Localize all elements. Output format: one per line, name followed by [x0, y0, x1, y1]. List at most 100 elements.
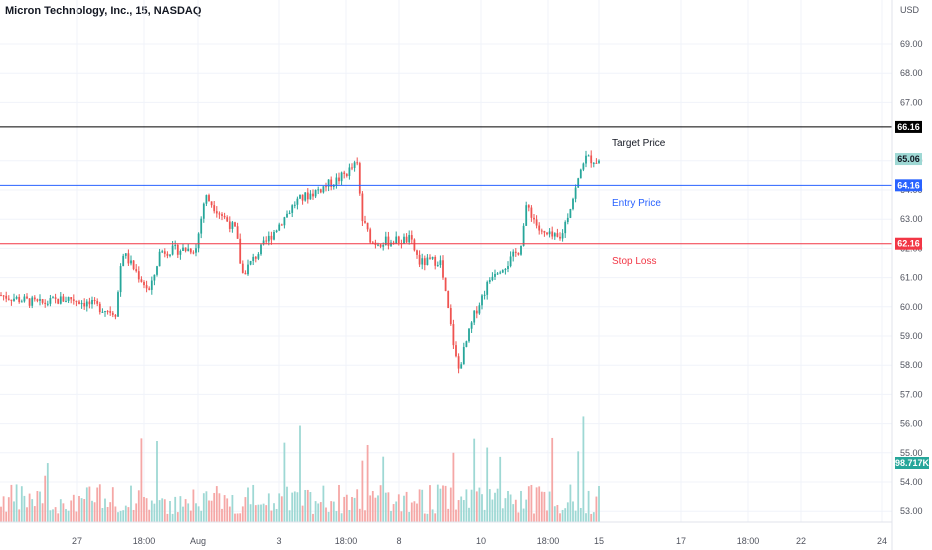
- candle-body: [436, 265, 439, 267]
- candle-body: [205, 195, 208, 204]
- candle-body: [169, 254, 171, 256]
- volume-bar: [319, 502, 322, 522]
- volume-bar: [535, 487, 538, 522]
- candle-body: [538, 225, 541, 231]
- volume-badge-text: 98.717K: [895, 458, 930, 468]
- candle-body: [7, 298, 10, 300]
- volume-bar: [49, 510, 52, 522]
- candle-body: [470, 322, 473, 329]
- volume-bar: [327, 511, 330, 522]
- volume-bar: [236, 513, 239, 522]
- volume-bar: [28, 493, 31, 522]
- candle-body: [525, 205, 528, 226]
- y-tick-label: 56.00: [900, 419, 923, 429]
- candle-body: [33, 297, 36, 300]
- price-badge-text: 66.16: [897, 122, 920, 132]
- volume-bar: [418, 489, 421, 522]
- candle-body: [127, 253, 130, 264]
- x-tick-label: 17: [676, 536, 686, 546]
- price-axis[interactable]: 69.0068.0067.0065.0064.0063.0062.0061.00…: [900, 39, 923, 516]
- candle-body: [96, 301, 99, 304]
- time-axis[interactable]: 27 18:00 Aug 3 18:00 8 10 18:00 15 17 18:00 22 24: [72, 536, 887, 546]
- candle-body: [582, 163, 585, 170]
- volume-bar: [262, 503, 265, 522]
- candle-body: [70, 297, 73, 300]
- candle-body: [13, 298, 15, 301]
- candles: [0, 150, 600, 374]
- volume-bar: [257, 504, 260, 522]
- candle-body: [312, 193, 314, 197]
- candle-body: [553, 233, 556, 237]
- candle-body: [579, 169, 582, 179]
- candle-body: [78, 301, 80, 305]
- x-tick-label: 18:00: [737, 536, 760, 546]
- candle-body: [75, 300, 78, 302]
- volume-bar: [332, 501, 335, 522]
- candle-body: [517, 252, 520, 255]
- volume-bar: [496, 488, 499, 522]
- volume-bar: [395, 501, 398, 522]
- candle-body: [10, 299, 13, 301]
- volume-bar: [288, 510, 291, 522]
- volume-bar: [460, 496, 463, 522]
- candle-body: [322, 186, 325, 193]
- candle-body: [434, 256, 437, 266]
- volume-bar: [598, 486, 600, 522]
- volume-bar: [106, 507, 109, 522]
- volume-bar: [322, 485, 325, 522]
- volume-bar: [174, 496, 177, 522]
- candle-body: [595, 162, 598, 164]
- candle-body: [270, 235, 273, 240]
- volume-bar: [590, 513, 593, 522]
- volume-bar: [247, 487, 249, 522]
- volume-bar: [59, 499, 62, 522]
- level-label: Target Price: [612, 138, 666, 149]
- last-price-badge: [895, 153, 922, 166]
- candle-body: [598, 160, 600, 163]
- chart-title: Micron Technology, Inc., 15, NASDAQ: [5, 5, 202, 17]
- candle-body: [369, 229, 372, 243]
- volume-bar: [553, 506, 556, 522]
- volume-bar: [520, 490, 522, 522]
- volume-bar: [452, 452, 455, 522]
- candle-body: [483, 294, 486, 296]
- volume-bars: [0, 416, 600, 522]
- candle-body: [57, 298, 60, 304]
- candle-body: [455, 345, 457, 357]
- volume-bar: [429, 485, 431, 522]
- candle-body: [260, 244, 262, 255]
- candle-body: [319, 189, 322, 193]
- volume-bar: [548, 491, 551, 522]
- volume-bar: [377, 495, 379, 522]
- candle-body: [507, 266, 509, 270]
- volume-bar: [137, 490, 140, 522]
- candle-body: [140, 279, 143, 282]
- candle-body: [488, 280, 491, 282]
- candle-body: [200, 218, 203, 234]
- volume-bar: [423, 513, 426, 522]
- volume-bar: [140, 438, 143, 522]
- volume-bar: [163, 499, 166, 522]
- volume-bar: [145, 498, 148, 522]
- volume-bar: [299, 425, 301, 522]
- candle-body: [327, 179, 330, 187]
- volume-bar: [374, 497, 377, 522]
- candle-body: [111, 312, 114, 315]
- candle-body: [221, 214, 223, 216]
- candle-body: [473, 310, 476, 323]
- volume-bar: [39, 491, 41, 522]
- candle-body: [265, 240, 268, 242]
- volume-badge: [895, 457, 929, 469]
- candle-body: [351, 167, 353, 169]
- volume-bar: [278, 493, 281, 522]
- y-tick-label: 67.00: [900, 97, 923, 107]
- candle-body: [299, 194, 301, 199]
- candle-body: [314, 190, 317, 197]
- candle-body: [504, 269, 507, 271]
- volume-bar: [345, 494, 348, 522]
- volume-bar: [234, 513, 236, 522]
- volume-bar: [572, 501, 574, 522]
- price-badges: 66.16 64.16 62.16 65.06 98.717K: [895, 120, 930, 469]
- volume-bar: [403, 495, 405, 522]
